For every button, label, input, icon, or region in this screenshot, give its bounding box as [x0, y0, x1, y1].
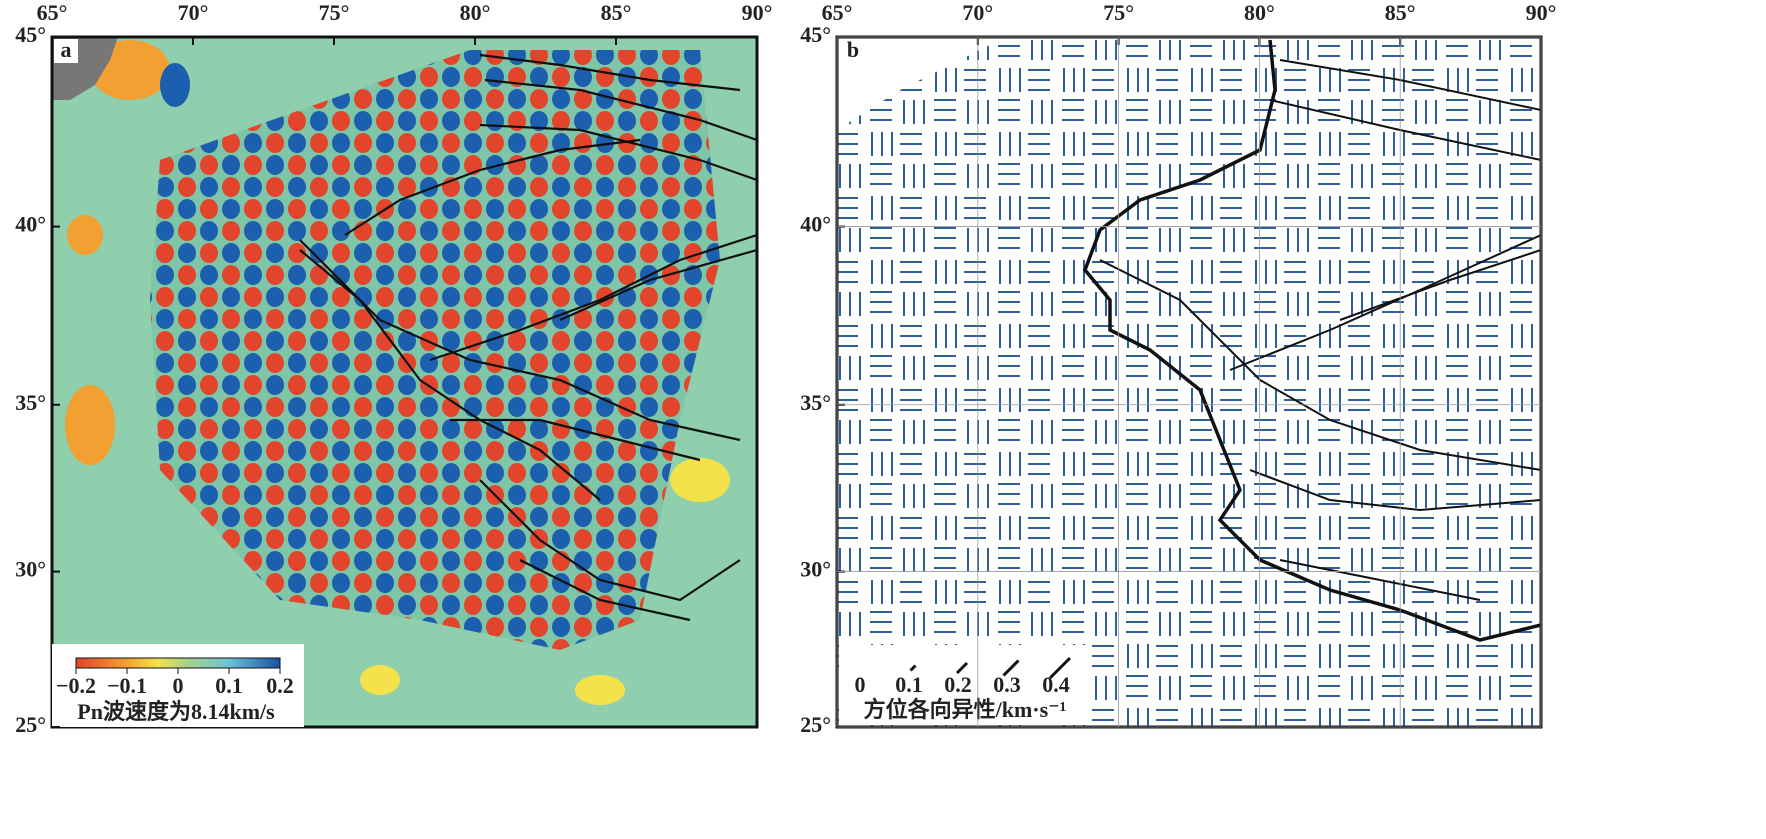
x-tick-label: 75°: [1103, 0, 1134, 25]
x-tick-label: 80°: [1244, 0, 1275, 25]
legend-sample: [1048, 656, 1072, 680]
x-tick-label: 90°: [1526, 0, 1557, 25]
y-tick-label: 25°: [800, 712, 831, 737]
y-tick-label: 45°: [800, 22, 831, 47]
colorbar-tick-label: −0.1: [107, 673, 147, 698]
x-tick-label: 80°: [460, 0, 491, 25]
colorbar-tick-label: 0.2: [266, 673, 294, 698]
x-tick-label: 75°: [319, 0, 350, 25]
colorbar: [75, 657, 281, 669]
x-tick-label: 85°: [1385, 0, 1416, 25]
panel-label: a: [61, 37, 72, 62]
y-tick-label: 45°: [15, 22, 46, 47]
y-tick-label: 40°: [800, 212, 831, 237]
x-tick-label: 85°: [601, 0, 632, 25]
panel-label: b: [847, 37, 859, 62]
legend-title: 方位各向异性/km·s⁻¹: [864, 697, 1067, 722]
colorbar-tick-label: −0.2: [56, 673, 96, 698]
y-tick-label: 40°: [15, 212, 46, 237]
colorbar-tick-label: 0: [173, 673, 184, 698]
anisotropy-map: [837, 37, 1541, 727]
label-box: [54, 39, 78, 63]
y-tick-label: 30°: [800, 557, 831, 582]
y-tick-label: 30°: [15, 557, 46, 582]
legend-tick-label: 0.2: [944, 672, 972, 697]
x-tick-label: 90°: [742, 0, 773, 25]
colorbar-title: Pn波速度为8.14km/s: [77, 699, 275, 724]
legend-tick-label: 0.4: [1042, 672, 1070, 697]
x-tick-label: 70°: [178, 0, 209, 25]
legend-box: [839, 645, 1091, 725]
y-tick-label: 25°: [15, 712, 46, 737]
y-tick-label: 35°: [800, 390, 831, 415]
x-tick-label: 70°: [962, 0, 993, 25]
colorbar-tick-label: 0.1: [215, 673, 243, 698]
legend-sample: [955, 661, 969, 675]
x-tick-label: 65°: [822, 0, 853, 25]
legend-sample: [1002, 659, 1020, 677]
frame: [50, 35, 759, 729]
legend-tick-label: 0: [855, 672, 866, 697]
legend-tick-label: 0.1: [895, 672, 923, 697]
legend-sample: [909, 664, 917, 672]
legend-tick-label: 0.3: [993, 672, 1021, 697]
x-tick-label: 65°: [37, 0, 68, 25]
y-tick-label: 35°: [15, 390, 46, 415]
velocity-map: [52, 37, 757, 727]
